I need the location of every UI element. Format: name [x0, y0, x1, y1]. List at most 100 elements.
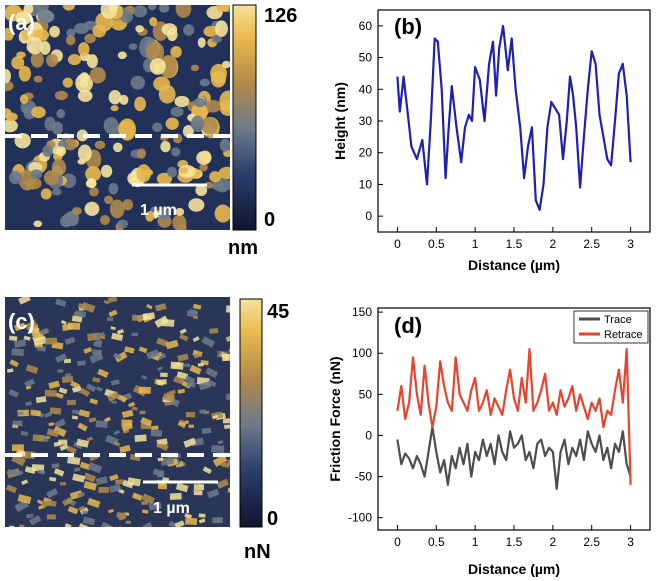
texture-grain [85, 166, 101, 182]
texture-grain [107, 297, 118, 304]
texture-grain [64, 523, 72, 527]
texture-grain [25, 385, 32, 390]
texture-grain [141, 509, 149, 514]
texture-grain [199, 409, 207, 414]
texture-grain [210, 70, 226, 88]
texture-grain [192, 303, 202, 310]
texture-grain [75, 310, 87, 318]
series-line-retrace [396, 348, 632, 485]
y-tick-label: 40 [359, 82, 373, 96]
texture-grain [89, 67, 106, 84]
x-tick-label: 3 [627, 237, 634, 251]
texture-grain [51, 188, 62, 196]
texture-grain [78, 505, 86, 511]
texture-grain [192, 336, 200, 343]
texture-grain [186, 382, 196, 388]
height-chart-frame [377, 9, 651, 233]
texture-grain [69, 490, 83, 500]
texture-grain [153, 76, 171, 91]
x-tick-label: 1 [472, 237, 479, 251]
texture-grain [152, 122, 163, 133]
texture-grain [72, 473, 86, 483]
texture-grain [14, 322, 26, 332]
texture-grain [11, 454, 26, 467]
texture-grain [177, 421, 187, 429]
texture-grain [74, 23, 89, 35]
x-tick-label: 2 [550, 535, 557, 549]
texture-grain [204, 99, 222, 113]
texture-grain [49, 407, 62, 415]
texture-grain [206, 488, 220, 499]
texture-grain [171, 147, 181, 157]
texture-grain [158, 207, 172, 220]
afm-height-texture [5, 5, 230, 230]
x-tick-label: 0.5 [428, 535, 445, 549]
texture-grain [46, 514, 56, 520]
texture-grain [46, 488, 59, 499]
texture-grain [63, 358, 72, 364]
texture-grain [138, 386, 151, 394]
texture-grain [92, 349, 103, 356]
y-tick-label: 0 [365, 428, 372, 442]
texture-grain [197, 362, 204, 367]
texture-grain [71, 315, 83, 323]
texture-grain [67, 456, 81, 466]
texture-grain [197, 37, 206, 48]
texture-grain [33, 336, 47, 346]
texture-grain [225, 334, 230, 343]
y-tick-label: -100 [348, 511, 372, 525]
texture-grain [53, 441, 62, 447]
texture-grain [95, 476, 108, 485]
texture-grain [150, 429, 163, 437]
texture-grain [40, 188, 52, 200]
texture-grain [65, 34, 76, 46]
texture-grain [117, 219, 129, 229]
texture-grain [212, 414, 219, 419]
texture-grain [201, 336, 216, 348]
texture-grain [212, 517, 223, 524]
texture-grain [136, 164, 152, 183]
texture-grain [222, 60, 230, 69]
texture-grain [77, 360, 86, 366]
texture-grain [71, 385, 82, 393]
texture-grain [142, 312, 156, 321]
texture-grain [113, 429, 121, 436]
texture-grain [222, 418, 230, 424]
texture-grain [175, 207, 185, 216]
texture-grain [41, 499, 52, 509]
texture-grain [56, 108, 66, 119]
texture-grain [203, 25, 219, 37]
texture-grain [18, 297, 31, 305]
scale-bar-label-a: 1 µm [140, 202, 177, 219]
texture-grain [9, 335, 18, 341]
texture-grain [42, 145, 53, 157]
texture-grain [198, 518, 206, 524]
texture-grain [31, 329, 44, 339]
texture-grain [218, 166, 230, 180]
texture-grain [77, 89, 93, 102]
texture-grain [184, 375, 196, 385]
texture-grain [84, 201, 100, 216]
texture-grain [161, 23, 178, 36]
texture-grain [17, 494, 32, 505]
texture-grain [193, 352, 202, 359]
texture-grain [32, 434, 45, 442]
texture-grain [225, 305, 230, 314]
texture-grain [25, 401, 32, 407]
scale-bar-label-c: 1 µm [153, 500, 190, 517]
texture-grain [108, 509, 114, 514]
texture-grain [44, 389, 57, 397]
texture-grain [52, 425, 67, 438]
texture-grain [67, 322, 81, 330]
legend-label-retrace: Retrace [604, 329, 643, 341]
texture-grain [121, 422, 133, 432]
texture-grain [66, 28, 76, 38]
height-chart-ylabel: Height (nm) [332, 82, 348, 160]
texture-grain [55, 298, 67, 307]
texture-grain [45, 337, 58, 345]
texture-grain [48, 380, 60, 389]
texture-grain [5, 484, 17, 494]
texture-grain [160, 140, 171, 153]
texture-grain [61, 375, 74, 383]
texture-grain [133, 5, 148, 18]
